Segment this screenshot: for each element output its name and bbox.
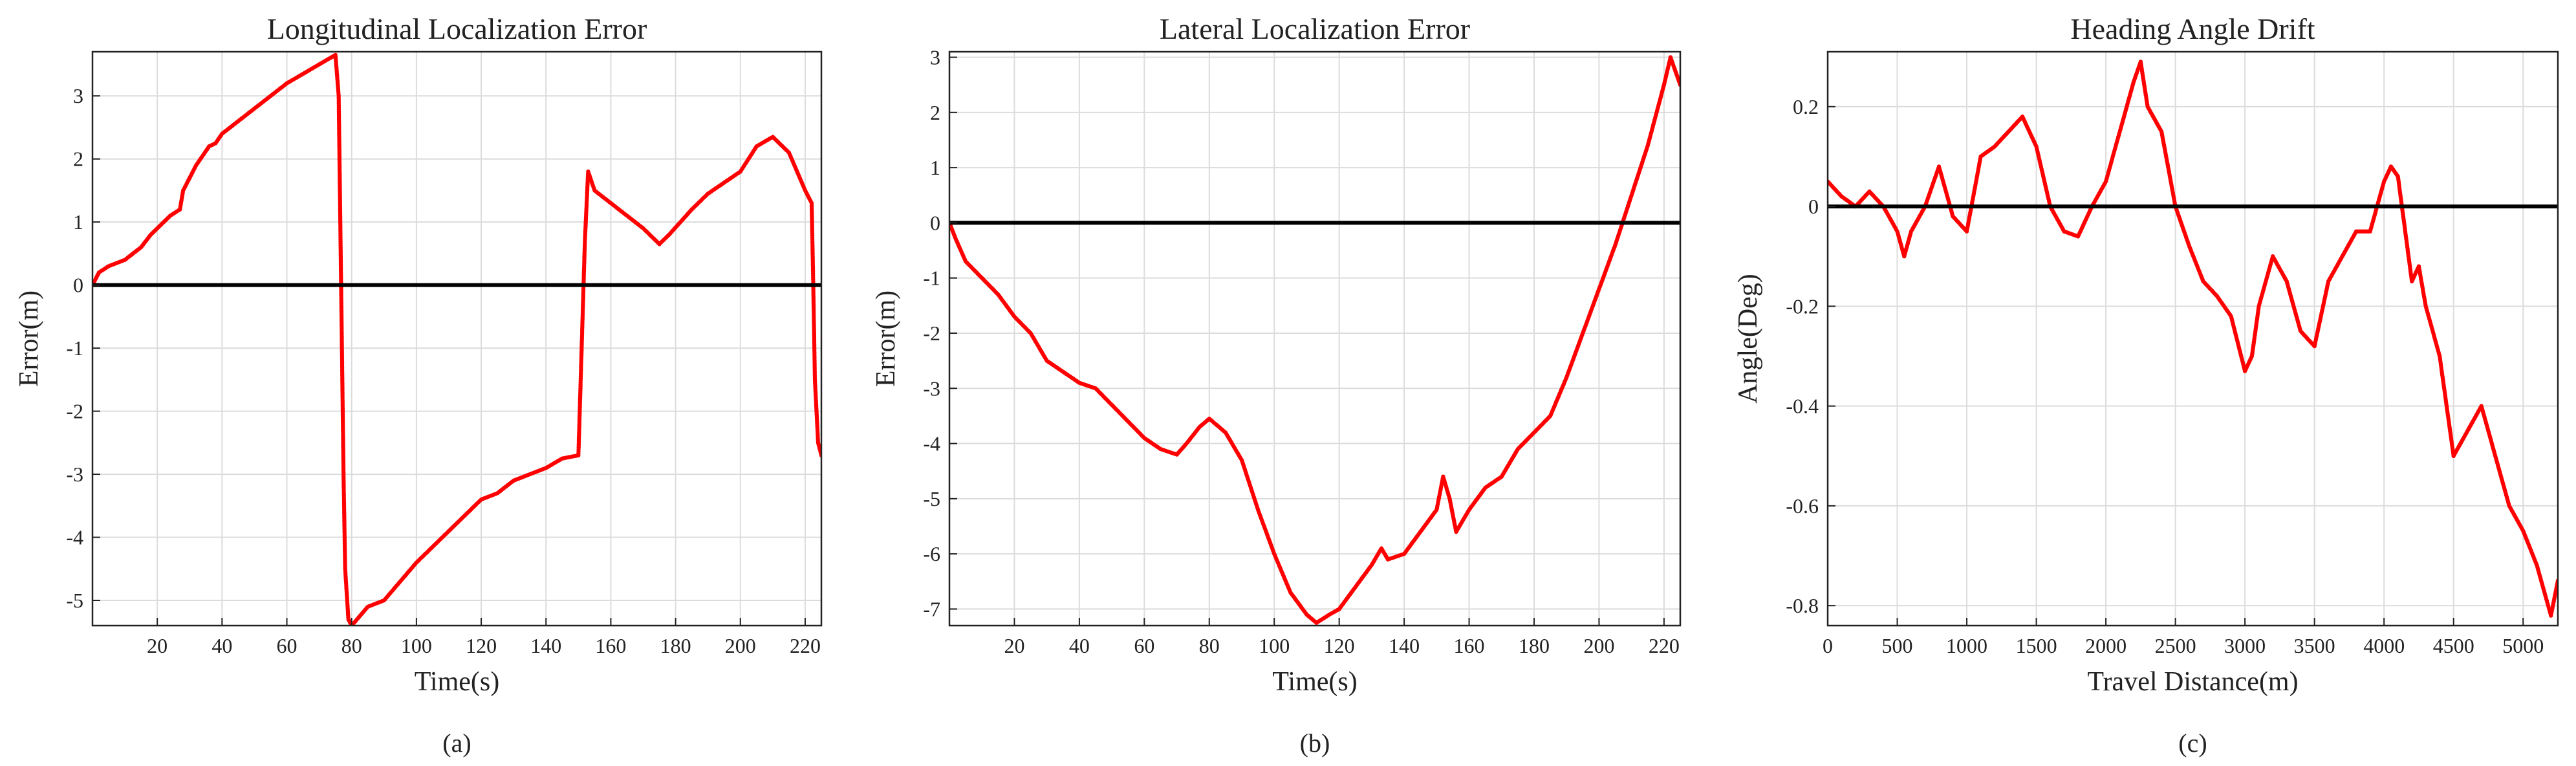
x-axis-label: Time(s) — [415, 667, 499, 697]
y-tick-label: -5 — [66, 589, 83, 612]
x-tick-label: 200 — [1583, 634, 1614, 657]
panel-label: (b) — [1300, 728, 1330, 758]
data-points — [92, 52, 821, 626]
x-tick-label: 140 — [1389, 634, 1420, 657]
x-tick-label: 120 — [1324, 634, 1355, 657]
y-tick-label: -0.2 — [1786, 294, 1819, 318]
x-tick-label: 40 — [1069, 634, 1090, 657]
data-points — [949, 55, 1680, 625]
x-tick-label: 140 — [530, 634, 561, 657]
x-tick-label: 80 — [1199, 634, 1220, 657]
x-axis-label: Travel Distance(m) — [2087, 667, 2298, 697]
plot-frame — [1826, 50, 2559, 627]
y-tick-label: 2 — [930, 101, 940, 124]
y-tick-label: -5 — [923, 487, 940, 510]
x-tick-label: 5000 — [2502, 634, 2544, 657]
y-tick-label: 0 — [930, 211, 940, 234]
y-axis-label: Angle(Deg) — [1733, 274, 1763, 404]
x-tick-label: 200 — [725, 634, 756, 657]
x-tick-label: 500 — [1882, 634, 1913, 657]
y-axis-label: Error(m) — [14, 290, 44, 387]
panel-label: (c) — [2178, 728, 2207, 758]
y-tick-label: -0.8 — [1786, 594, 1819, 617]
x-tick-label: 1000 — [1946, 634, 1987, 657]
y-tick-label: -7 — [923, 597, 940, 620]
x-tick-label: 60 — [277, 634, 298, 657]
x-tick-label: 0 — [1823, 634, 1833, 657]
x-tick-label: 100 — [401, 634, 432, 657]
x-tick-label: 160 — [1454, 634, 1485, 657]
y-tick-label: 1 — [930, 156, 940, 179]
y-axis-label: Error(m) — [871, 290, 901, 387]
x-tick-label: 2000 — [2085, 634, 2127, 657]
y-tick-label: -2 — [923, 322, 940, 345]
y-tick-label: -1 — [923, 267, 940, 290]
x-tick-label: 220 — [790, 634, 821, 657]
y-tick-label: 2 — [73, 148, 83, 171]
x-tick-label: 20 — [147, 634, 168, 657]
chart-title: Heading Angle Drift — [2070, 12, 2315, 45]
data-points — [1828, 60, 2558, 618]
x-tick-label: 100 — [1259, 634, 1290, 657]
y-tick-label: 0.2 — [1793, 95, 1819, 118]
y-tick-label: -3 — [66, 463, 83, 486]
x-axis-label: Time(s) — [1272, 667, 1357, 697]
x-tick-label: 3500 — [2294, 634, 2335, 657]
x-tick-label: 160 — [595, 634, 626, 657]
x-tick-label: 120 — [466, 634, 497, 657]
y-tick-label: -4 — [923, 432, 940, 455]
y-tick-label: -3 — [923, 377, 940, 400]
y-tick-label: -1 — [66, 336, 83, 360]
y-tick-label: -2 — [66, 400, 83, 423]
x-tick-label: 180 — [1519, 634, 1550, 657]
x-tick-label: 220 — [1649, 634, 1680, 657]
y-tick-label: 0 — [73, 274, 83, 297]
x-tick-label: 40 — [211, 634, 232, 657]
x-tick-label: 60 — [1134, 634, 1154, 657]
y-tick-label: -0.4 — [1786, 395, 1819, 418]
y-tick-label: -4 — [66, 526, 83, 549]
y-tick-label: -0.6 — [1786, 494, 1819, 518]
y-tick-label: 3 — [73, 84, 83, 107]
plot-frame — [91, 50, 823, 627]
chart-panel-1: 20 40 60 80 100 120 140 160 180 200 220 -5 -4 -3 -2 -1 0… — [14, 12, 823, 758]
chart-panel-3: 0 500 1000 1500 2000 2500 3000 3500 4000 4500 5000… — [1733, 12, 2559, 758]
plot-frame — [948, 50, 1682, 627]
x-tick-label: 20 — [1004, 634, 1024, 657]
chart-title: Longitudinal Localization Error — [267, 12, 647, 45]
y-tick-label: 1 — [73, 210, 83, 234]
y-tick-label: 0 — [1808, 195, 1819, 218]
y-tick-label: -6 — [923, 542, 940, 565]
x-tick-label: 2500 — [2155, 634, 2196, 657]
x-tick-label: 3000 — [2224, 634, 2266, 657]
chart-panel-2: 20 40 60 80 100 120 140 160 180 200 220-7-6-5-4-3-… — [871, 12, 1682, 758]
x-tick-label: 1500 — [2016, 634, 2057, 657]
panel-label: (a) — [442, 728, 471, 758]
chart-title: Lateral Localization Error — [1160, 12, 1470, 45]
x-tick-label: 180 — [660, 634, 691, 657]
y-tick-label: 3 — [930, 46, 940, 69]
x-tick-label: 80 — [341, 634, 362, 657]
x-tick-label: 4000 — [2363, 634, 2405, 657]
x-tick-label: 4500 — [2433, 634, 2474, 657]
